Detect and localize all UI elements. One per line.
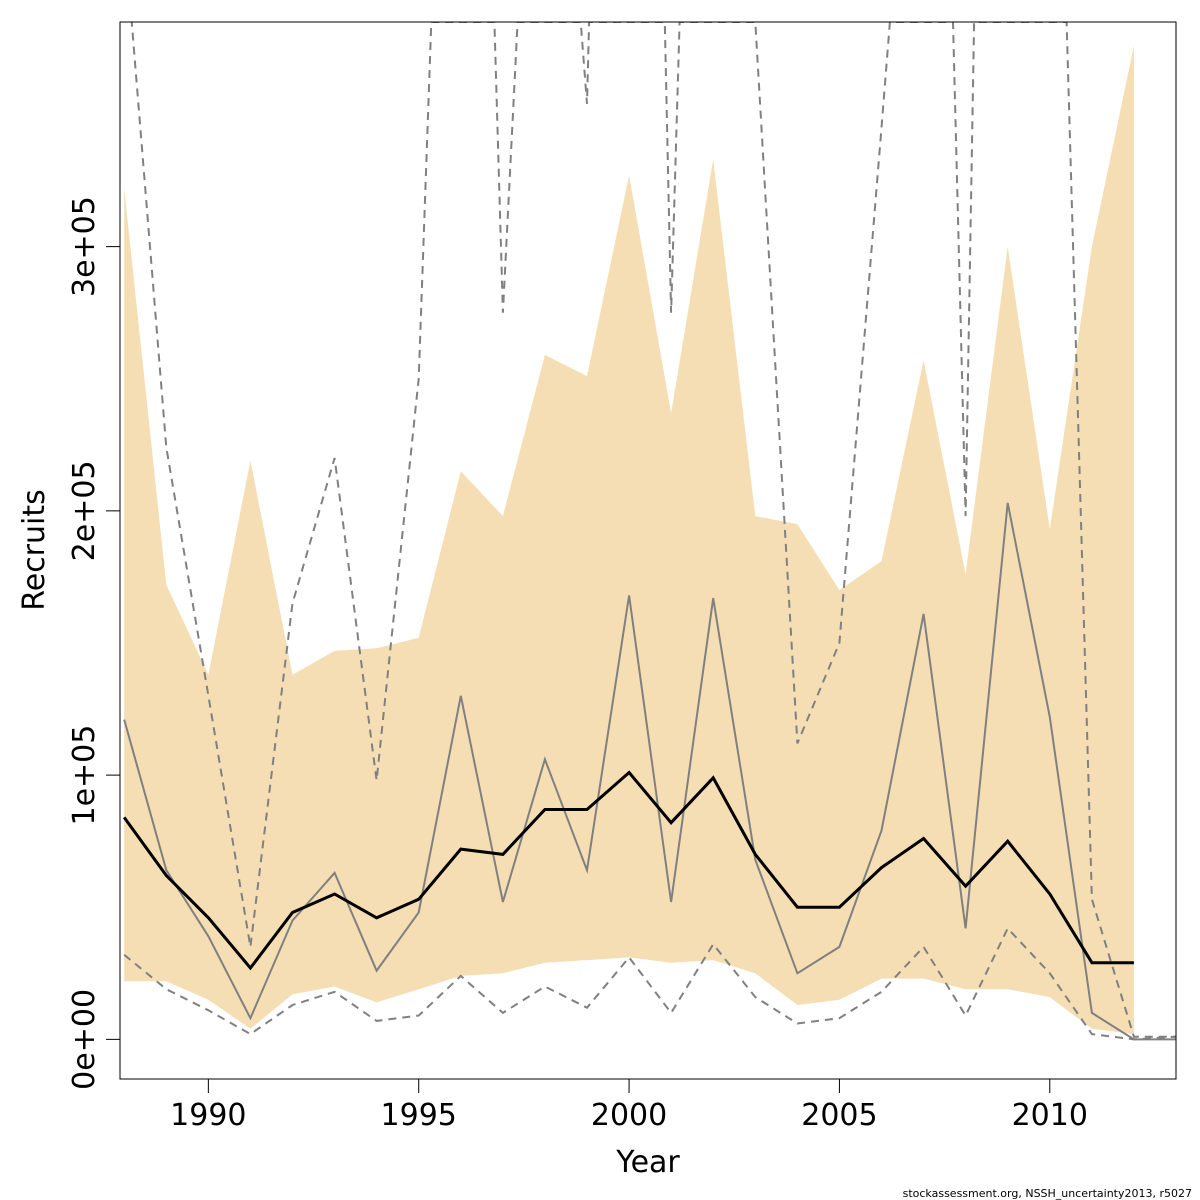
- dashed-upper-line: [121, 22, 1176, 1038]
- x-tick-label: 2010: [1012, 1098, 1088, 1133]
- x-axis: 1990 1995 2000 2005 2010: [170, 1079, 1088, 1133]
- x-tick-label: 2005: [801, 1098, 877, 1133]
- y-tick-label: 2e+05: [67, 460, 102, 561]
- confidence-band: [124, 45, 1134, 1035]
- y-axis: 0e+00 1e+05 2e+05 3e+05: [67, 196, 120, 1090]
- x-axis-title: Year: [615, 1145, 680, 1180]
- median-line: [122, 770, 1134, 971]
- dashed-lower-line: [123, 926, 1176, 1041]
- y-axis-title: Recruits: [17, 489, 52, 611]
- y-tick-label: 3e+05: [67, 196, 102, 297]
- y-tick-label: 1e+05: [67, 725, 102, 826]
- y-tick-label: 0e+00: [67, 989, 102, 1090]
- gray-series-line: [123, 502, 1176, 1041]
- x-tick-label: 1990: [170, 1098, 246, 1133]
- x-tick-label: 2000: [591, 1098, 667, 1133]
- source-credit: stockassessment.org, NSSH_uncertainty201…: [903, 1187, 1192, 1200]
- plot-frame: [119, 21, 1177, 1080]
- x-tick-label: 1995: [381, 1098, 457, 1133]
- plot-area: [121, 22, 1176, 1041]
